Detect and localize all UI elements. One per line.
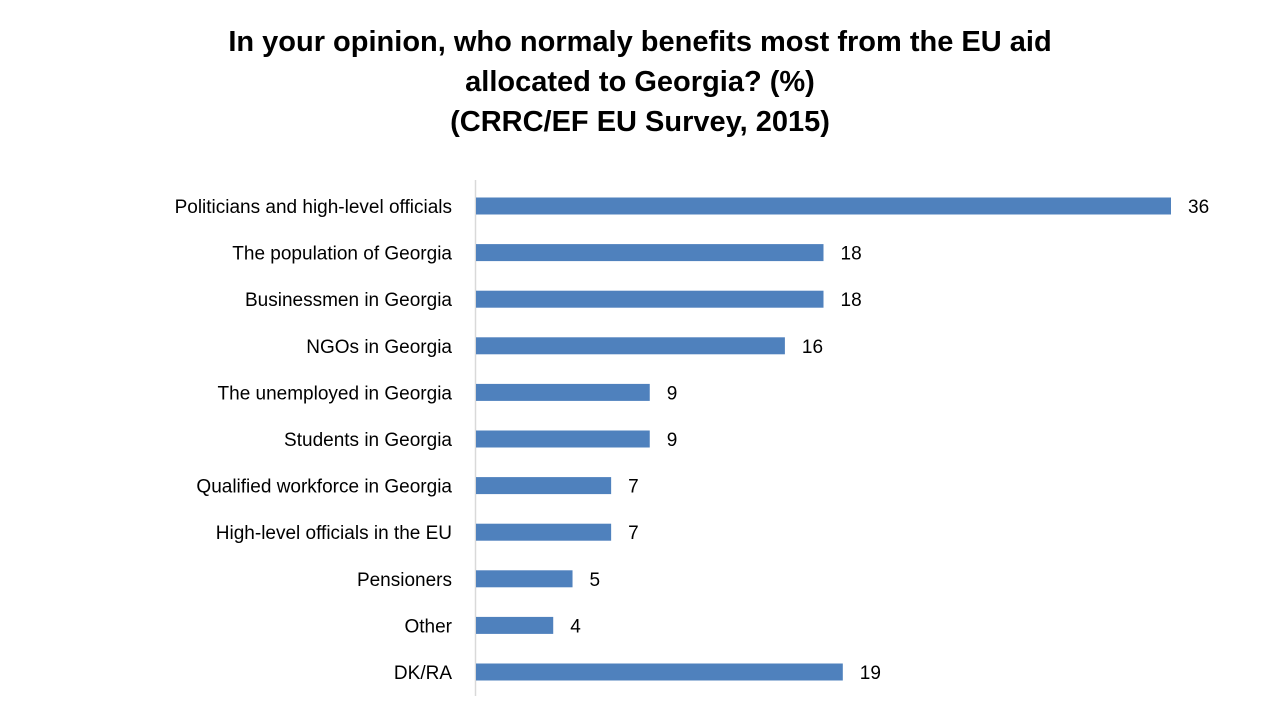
data-label: 18 bbox=[841, 244, 862, 265]
bar bbox=[476, 523, 612, 541]
bar bbox=[476, 290, 824, 308]
bar bbox=[476, 430, 650, 448]
data-label: 4 bbox=[570, 616, 581, 637]
category-label: The unemployed in Georgia bbox=[218, 383, 453, 404]
category-label: Politicians and high-level officials bbox=[175, 197, 452, 218]
bar bbox=[476, 197, 1171, 215]
category-label: DK/RA bbox=[394, 663, 452, 684]
data-label: 18 bbox=[841, 290, 862, 311]
bar bbox=[476, 663, 843, 681]
chart-title: In your opinion, who normaly benefits mo… bbox=[0, 22, 1280, 142]
bar bbox=[476, 570, 573, 588]
data-label: 36 bbox=[1188, 197, 1209, 218]
category-label: The population of Georgia bbox=[232, 244, 452, 265]
title-line-1: In your opinion, who normaly benefits mo… bbox=[228, 26, 1052, 58]
bar bbox=[476, 383, 650, 401]
title-line-3: (CRRC/EF EU Survey, 2015) bbox=[450, 106, 830, 138]
bar bbox=[476, 337, 785, 355]
data-label: 7 bbox=[628, 477, 639, 498]
category-label: Students in Georgia bbox=[284, 430, 452, 451]
bar bbox=[476, 616, 554, 634]
category-label: Other bbox=[404, 616, 452, 637]
category-label: NGOs in Georgia bbox=[306, 337, 452, 358]
data-label: 9 bbox=[667, 430, 678, 451]
data-label: 5 bbox=[590, 570, 601, 591]
data-label: 7 bbox=[628, 523, 639, 544]
data-label: 19 bbox=[860, 663, 881, 684]
category-label: Qualified workforce in Georgia bbox=[196, 477, 452, 498]
category-label: Pensioners bbox=[357, 570, 452, 591]
bar bbox=[476, 477, 612, 495]
category-label: High-level officials in the EU bbox=[216, 523, 452, 544]
bar bbox=[476, 244, 824, 262]
data-label: 16 bbox=[802, 337, 823, 358]
data-label: 9 bbox=[667, 383, 678, 404]
category-label: Businessmen in Georgia bbox=[245, 290, 452, 311]
title-line-2: allocated to Georgia? (%) bbox=[465, 66, 815, 98]
